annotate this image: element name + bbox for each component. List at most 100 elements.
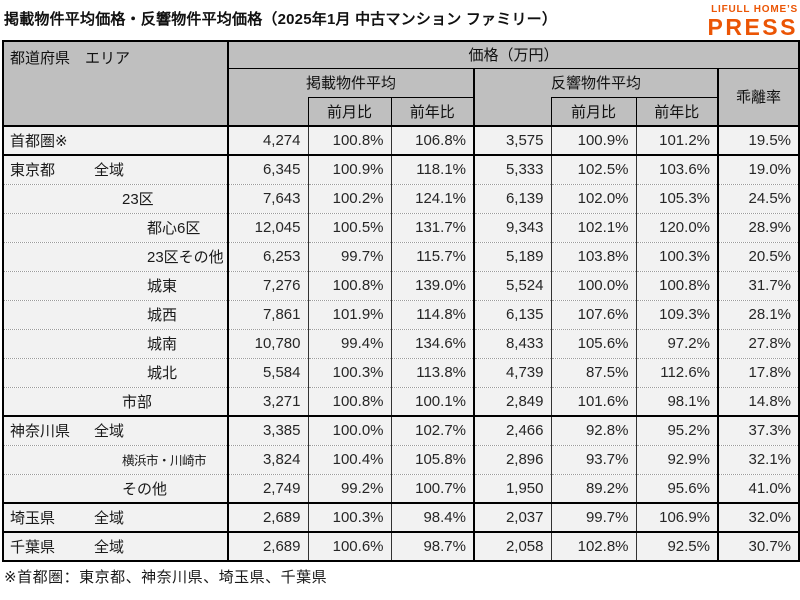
- header-inquiry-yoy: 前年比: [635, 96, 719, 127]
- area-cell: 城南: [3, 328, 228, 358]
- table-row: 首都圏※ 4,274 100.8% 106.8% 3,575 100.9% 10…: [3, 125, 800, 155]
- inquiry-avg-cell: 2,466: [473, 415, 551, 445]
- area-cell: 城東: [3, 270, 228, 300]
- listed-yoy-cell: 100.7%: [390, 473, 474, 503]
- divergence-cell: 27.8%: [716, 328, 800, 358]
- listed-mom-cell: 100.8%: [307, 386, 391, 416]
- prefecture-label: 首都圏※: [10, 133, 68, 150]
- inquiry-yoy-cell: 112.6%: [635, 357, 718, 387]
- area-label: 城東: [147, 278, 178, 295]
- divergence-cell: 17.8%: [716, 357, 800, 387]
- inquiry-yoy-cell: 105.3%: [635, 183, 718, 213]
- inquiry-avg-cell: 1,950: [473, 473, 551, 503]
- price-report-table: 都道府県 エリア 価格（万円） 掲載物件平均 反響物件平均 乖離率 前月比 前年…: [2, 40, 800, 562]
- listed-yoy-cell: 124.1%: [390, 183, 474, 213]
- inquiry-avg-cell: 8,433: [473, 328, 551, 358]
- inquiry-yoy-cell: 103.6%: [635, 154, 718, 184]
- header-inquiry-group: 反響物件平均: [473, 67, 719, 97]
- area-cell: 横浜市・川崎市: [3, 444, 228, 474]
- inquiry-yoy-cell: 92.9%: [635, 444, 718, 474]
- listed-avg-cell: 10,780: [227, 328, 308, 358]
- inquiry-avg-cell: 2,896: [473, 444, 551, 474]
- area-cell: 埼玉県 全域: [3, 502, 228, 532]
- header-divergence: 乖離率: [716, 67, 800, 127]
- inquiry-avg-cell: 2,058: [473, 531, 551, 561]
- table-row: 城北 5,584 100.3% 113.8% 4,739 87.5% 112.6…: [3, 357, 800, 387]
- inquiry-avg-cell: 5,189: [473, 241, 551, 271]
- inquiry-mom-cell: 99.7%: [550, 502, 636, 532]
- inquiry-mom-cell: 107.6%: [550, 299, 636, 329]
- divergence-cell: 24.5%: [716, 183, 800, 213]
- listed-yoy-cell: 131.7%: [390, 212, 474, 242]
- listed-yoy-cell: 102.7%: [390, 415, 474, 445]
- listed-avg-cell: 6,345: [227, 154, 308, 184]
- area-cell: 都心6区: [3, 212, 228, 242]
- listed-avg-cell: 7,643: [227, 183, 308, 213]
- area-label: 全域: [94, 162, 125, 180]
- listed-avg-cell: 5,584: [227, 357, 308, 387]
- inquiry-yoy-cell: 109.3%: [635, 299, 718, 329]
- table-row: 市部 3,271 100.8% 100.1% 2,849 101.6% 98.1…: [3, 386, 800, 416]
- inquiry-yoy-cell: 106.9%: [635, 502, 718, 532]
- listed-mom-cell: 100.3%: [307, 502, 391, 532]
- listed-avg-cell: 3,385: [227, 415, 308, 445]
- header-listed-yoy: 前年比: [390, 96, 475, 127]
- table-row: 23区 7,643 100.2% 124.1% 6,139 102.0% 105…: [3, 183, 800, 213]
- listed-yoy-cell: 98.7%: [390, 531, 474, 561]
- listed-mom-cell: 99.4%: [307, 328, 391, 358]
- listed-avg-cell: 2,689: [227, 531, 308, 561]
- listed-yoy-cell: 114.8%: [390, 299, 474, 329]
- divergence-cell: 32.0%: [716, 502, 800, 532]
- listed-avg-cell: 7,276: [227, 270, 308, 300]
- table-row: 23区その他 6,253 99.7% 115.7% 5,189 103.8% 1…: [3, 241, 800, 271]
- inquiry-avg-cell: 2,849: [473, 386, 551, 416]
- header-spacer-inquiry: [473, 97, 552, 127]
- listed-yoy-cell: 118.1%: [390, 154, 474, 184]
- divergence-cell: 32.1%: [716, 444, 800, 474]
- inquiry-avg-cell: 3,575: [473, 125, 551, 155]
- listed-avg-cell: 6,253: [227, 241, 308, 271]
- listed-yoy-cell: 100.1%: [390, 386, 474, 416]
- listed-avg-cell: 4,274: [227, 125, 308, 155]
- divergence-cell: 31.7%: [716, 270, 800, 300]
- listed-avg-cell: 3,824: [227, 444, 308, 474]
- listed-avg-cell: 7,861: [227, 299, 308, 329]
- logo-line-press: PRESS: [707, 14, 798, 40]
- inquiry-avg-cell: 6,139: [473, 183, 551, 213]
- inquiry-mom-cell: 103.8%: [550, 241, 636, 271]
- header-row-3: 前月比 前年比 前月比 前年比: [3, 96, 799, 127]
- header-row-1: 都道府県 エリア 価格（万円）: [2, 40, 800, 127]
- inquiry-avg-cell: 9,343: [473, 212, 551, 242]
- inquiry-avg-cell: 4,739: [473, 357, 551, 387]
- table-header: 都道府県 エリア 価格（万円） 掲載物件平均 反響物件平均 乖離率 前月比 前年…: [2, 40, 800, 127]
- area-label: 横浜市・川崎市: [122, 454, 207, 468]
- inquiry-avg-cell: 2,037: [473, 502, 551, 532]
- logo-line-lifull-homes: LIFULL HOME’S: [711, 4, 798, 15]
- inquiry-mom-cell: 87.5%: [550, 357, 636, 387]
- inquiry-mom-cell: 100.9%: [550, 125, 636, 155]
- inquiry-mom-cell: 102.1%: [550, 212, 636, 242]
- area-label: 23区その他: [147, 249, 224, 266]
- area-label: 都心6区: [147, 220, 201, 237]
- inquiry-avg-cell: 6,135: [473, 299, 551, 329]
- listed-mom-cell: 100.3%: [307, 357, 391, 387]
- inquiry-mom-cell: 92.8%: [550, 415, 636, 445]
- area-label: 城北: [147, 365, 178, 382]
- divergence-cell: 20.5%: [716, 241, 800, 271]
- listed-avg-cell: 3,271: [227, 386, 308, 416]
- inquiry-yoy-cell: 100.3%: [635, 241, 718, 271]
- divergence-cell: 14.8%: [716, 386, 800, 416]
- top-bar: 掲載物件平均価格・反響物件平均価格（2025年1月 中古マンション ファミリー）…: [0, 0, 800, 40]
- listed-avg-cell: 2,749: [227, 473, 308, 503]
- table-body: 首都圏※ 4,274 100.8% 106.8% 3,575 100.9% 10…: [3, 125, 800, 561]
- divergence-cell: 41.0%: [716, 473, 800, 503]
- listed-yoy-cell: 105.8%: [390, 444, 474, 474]
- listed-yoy-cell: 139.0%: [390, 270, 474, 300]
- area-label: 城南: [147, 336, 178, 353]
- area-cell: 城西: [3, 299, 228, 329]
- header-listed-mom: 前月比: [307, 96, 392, 127]
- listed-mom-cell: 99.2%: [307, 473, 391, 503]
- inquiry-yoy-cell: 95.6%: [635, 473, 718, 503]
- area-label: 全域: [94, 510, 125, 527]
